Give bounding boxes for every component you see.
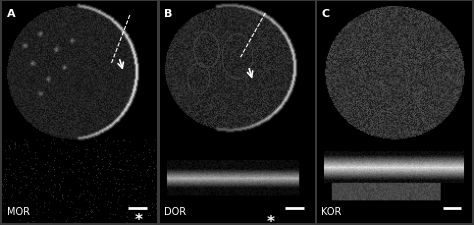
Text: KOR: KOR	[321, 206, 342, 216]
Text: MOR: MOR	[7, 206, 30, 216]
Text: A: A	[7, 9, 16, 19]
Text: C: C	[321, 9, 329, 19]
Text: *: *	[267, 214, 275, 225]
Text: DOR: DOR	[164, 206, 186, 216]
Text: B: B	[164, 9, 173, 19]
Text: *: *	[135, 212, 143, 225]
